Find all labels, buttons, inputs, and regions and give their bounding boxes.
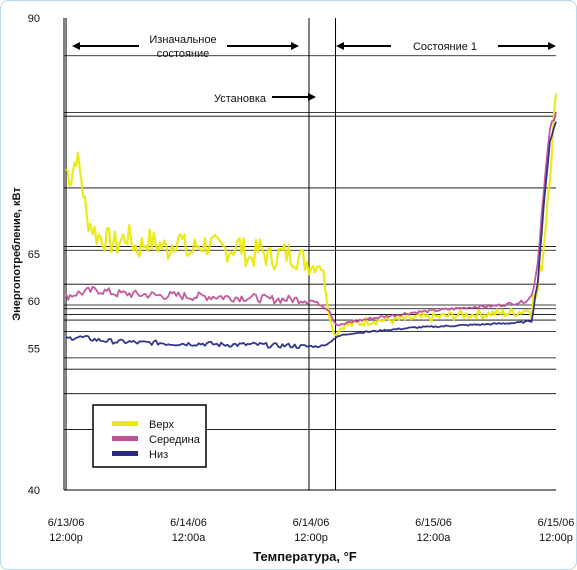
x-tick-label-time: 12:00a	[417, 532, 452, 544]
annotation-initial-state-line2: состояние	[157, 48, 210, 60]
annotation-state-1-label: Состояние 1	[413, 41, 477, 53]
x-tick-label: 6/15/06	[415, 517, 452, 529]
legend-box	[92, 404, 207, 468]
annotation-installation: Установка	[214, 93, 316, 105]
x-tick-label-time: 12:00p	[49, 532, 83, 544]
legend-label-middle: Середина	[149, 434, 201, 446]
legend-swatch-top	[112, 421, 138, 426]
x-axis-title: Температура, °F	[253, 549, 357, 564]
legend-label-top: Верх	[149, 419, 174, 431]
x-tick-label-time: 12:00a	[172, 532, 207, 544]
annotation-state-1: Состояние 1	[336, 41, 556, 53]
arrow-left-head	[72, 42, 80, 50]
x-tick-label: 6/14/06	[293, 517, 330, 529]
arrow-right-head	[291, 42, 299, 50]
x-tick-label: 6/14/06	[170, 517, 207, 529]
x-tick-label-time: 12:00p	[294, 532, 328, 544]
y-tick-label: 90	[28, 13, 40, 25]
x-tick-label-time: 12:00p	[539, 532, 573, 544]
y-tick-label: 40	[28, 485, 40, 497]
x-tick-labels: 6/13/06 12:00p 6/14/06 12:00a 6/14/06 12:00p 6…	[48, 517, 575, 544]
series-line-0	[65, 93, 558, 337]
y-axis-title: Энергопотребление, кВт	[11, 187, 23, 321]
y-tick-labels: 90 65 60 55 40	[28, 13, 40, 497]
arrow-install-head	[308, 93, 316, 101]
x-tick-label: 6/13/06	[48, 517, 85, 529]
y-tick-label: 60	[28, 296, 40, 308]
axes	[63, 18, 556, 491]
x-tick-label: 6/15/06	[538, 517, 575, 529]
series-line-2	[65, 121, 557, 350]
annotation-initial-state: Изначальное состояние	[72, 34, 299, 60]
arrow-s1-left-head	[336, 42, 344, 50]
series-lines	[65, 93, 558, 350]
grid-lines	[64, 55, 556, 430]
legend: Верх Середина Низ	[92, 404, 207, 468]
legend-label-bottom: Низ	[149, 449, 168, 461]
y-tick-label: 65	[28, 249, 40, 261]
legend-swatch-middle	[112, 436, 138, 441]
annotation-initial-state-line1: Изначальное	[149, 34, 216, 46]
legend-swatch-bottom	[112, 451, 138, 456]
arrow-s1-right-head	[548, 42, 556, 50]
y-tick-label: 55	[28, 343, 40, 355]
annotation-installation-label: Установка	[214, 93, 267, 105]
series-line-1	[65, 112, 557, 327]
